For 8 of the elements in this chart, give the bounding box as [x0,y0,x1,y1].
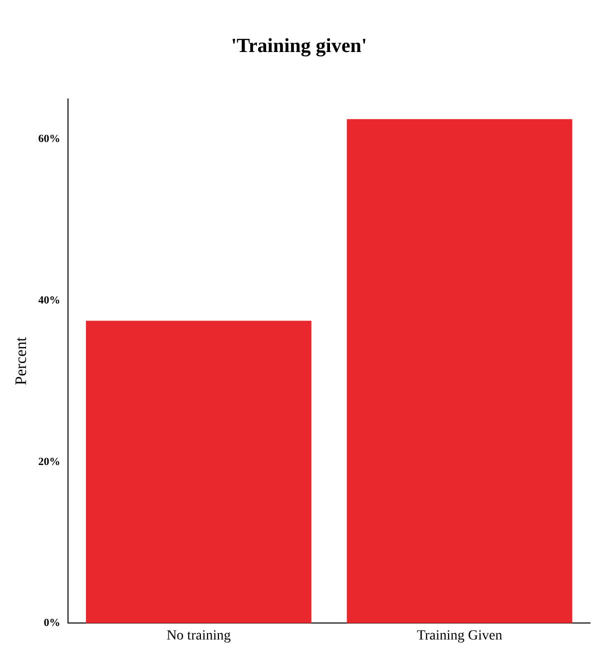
y-tick-label: 20% [38,456,60,468]
y-axis-title: Percent [12,336,30,386]
x-tick-label: Training Given [416,628,502,644]
chart-title: 'Training given' [231,35,367,58]
y-tick-label: 0% [44,617,60,630]
y-tick-label: 60% [38,133,60,146]
y-tick-label: 40% [38,294,60,306]
x-tick-label: No training [166,628,231,644]
